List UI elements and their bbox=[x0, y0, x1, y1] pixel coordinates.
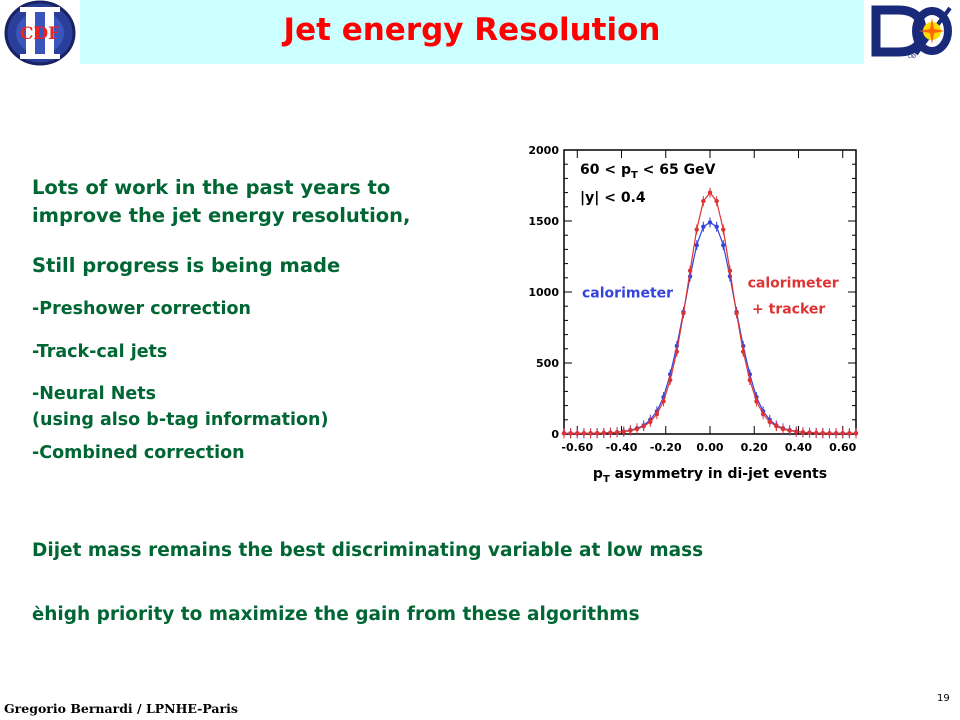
asymmetry-chart: -0.60 -0.40 -0.20 0.00 0.20 0.40 0.60 0 500 1000 1… bbox=[528, 144, 859, 485]
data-point bbox=[628, 428, 633, 433]
data-point bbox=[714, 224, 719, 229]
footer-author: Gregorio Bernardi / LPNHE-Paris bbox=[4, 701, 238, 716]
data-point bbox=[747, 377, 753, 383]
data-point bbox=[707, 220, 713, 225]
data-point bbox=[721, 242, 726, 248]
x-tick-label: -0.20 bbox=[650, 441, 682, 454]
data-point bbox=[654, 411, 660, 417]
annotation-rapidity: |y| < 0.4 bbox=[580, 190, 646, 206]
data-point bbox=[827, 431, 832, 436]
progress-line: Still progress is being made bbox=[32, 254, 341, 277]
svg-text:DØ: DØ bbox=[908, 53, 916, 60]
data-point bbox=[621, 429, 626, 434]
arrow-icon: è bbox=[32, 604, 45, 625]
dijet-statement: Dijet mass remains the best discriminati… bbox=[32, 540, 704, 561]
y-tick-label: 1000 bbox=[528, 286, 559, 299]
data-point bbox=[588, 431, 593, 436]
data-point bbox=[681, 311, 686, 316]
data-point bbox=[568, 431, 573, 436]
data-point bbox=[780, 426, 786, 432]
data-point bbox=[701, 224, 706, 229]
data-point bbox=[674, 349, 680, 354]
list-item: -Combined correction bbox=[32, 443, 245, 463]
annotation-pt-range: 60 < pT < 65 GeV bbox=[580, 162, 716, 181]
priority-statement: èhigh priority to maximize the gain from… bbox=[32, 604, 640, 625]
data-point bbox=[794, 429, 799, 434]
data-point bbox=[787, 428, 792, 433]
data-point bbox=[601, 430, 607, 436]
y-tick-label: 1500 bbox=[528, 215, 559, 228]
data-point bbox=[813, 430, 819, 436]
data-point bbox=[594, 430, 600, 436]
data-point bbox=[575, 431, 580, 436]
svg-text:CDF: CDF bbox=[20, 24, 60, 44]
data-point bbox=[701, 198, 706, 204]
y-tick-label: 2000 bbox=[528, 144, 559, 157]
page-title: Jet energy Resolution bbox=[283, 12, 661, 48]
list-item: -Preshower correction bbox=[32, 299, 251, 319]
x-tick-label: -0.60 bbox=[561, 441, 593, 454]
list-item: -Neural Nets bbox=[32, 384, 157, 404]
title-banner bbox=[80, 0, 864, 64]
data-point bbox=[800, 430, 806, 435]
data-point bbox=[648, 419, 653, 425]
data-point bbox=[581, 431, 587, 436]
data-point bbox=[740, 349, 746, 354]
data-point bbox=[820, 430, 826, 436]
data-point bbox=[727, 268, 733, 273]
data-point bbox=[760, 411, 766, 417]
data-point bbox=[807, 430, 812, 435]
x-tick-label: 0.00 bbox=[696, 441, 723, 454]
priority-text: high priority to maximize the gain from … bbox=[44, 604, 640, 625]
x-tick-label: -0.40 bbox=[606, 441, 638, 454]
data-point bbox=[774, 423, 779, 429]
data-point bbox=[694, 227, 699, 232]
y-tick-label: 500 bbox=[536, 357, 559, 370]
d0-logo: DØ bbox=[871, 5, 952, 60]
data-point bbox=[687, 268, 693, 273]
data-point bbox=[853, 431, 859, 436]
legend-calorimeter: calorimeter bbox=[582, 286, 673, 302]
legend-calorimeter-tracker: + tracker bbox=[752, 301, 825, 317]
data-point bbox=[714, 198, 719, 204]
data-point bbox=[694, 242, 699, 248]
cdf-logo: CDF bbox=[4, 0, 76, 66]
list-item: -Track-cal jets bbox=[32, 342, 168, 362]
x-tick-label: 0.20 bbox=[741, 441, 768, 454]
data-point bbox=[840, 431, 845, 436]
data-point bbox=[721, 227, 726, 232]
y-tick-label: 0 bbox=[551, 428, 559, 441]
x-tick-label: 0.60 bbox=[829, 441, 856, 454]
x-axis-label: pT asymmetry in di-jet events bbox=[593, 466, 827, 485]
data-point bbox=[614, 430, 620, 435]
data-point bbox=[661, 399, 666, 404]
legend-calorimeter-tracker: calorimeter bbox=[748, 276, 839, 292]
data-point bbox=[847, 431, 852, 436]
data-point bbox=[707, 190, 713, 195]
intro-line-1: Lots of work in the past years to bbox=[32, 176, 391, 199]
data-point bbox=[833, 431, 839, 436]
data-point bbox=[734, 311, 739, 316]
list-item: (using also b-tag information) bbox=[32, 410, 329, 430]
intro-line-2: improve the jet energy resolution, bbox=[32, 204, 411, 227]
data-point bbox=[767, 419, 772, 425]
data-point bbox=[561, 431, 567, 436]
x-tick-label: 0.40 bbox=[785, 441, 812, 454]
data-point bbox=[641, 423, 646, 429]
data-point bbox=[754, 399, 759, 404]
data-point bbox=[608, 430, 613, 435]
data-point bbox=[634, 426, 640, 432]
data-point bbox=[667, 377, 673, 383]
page-number: 19 bbox=[937, 693, 950, 704]
